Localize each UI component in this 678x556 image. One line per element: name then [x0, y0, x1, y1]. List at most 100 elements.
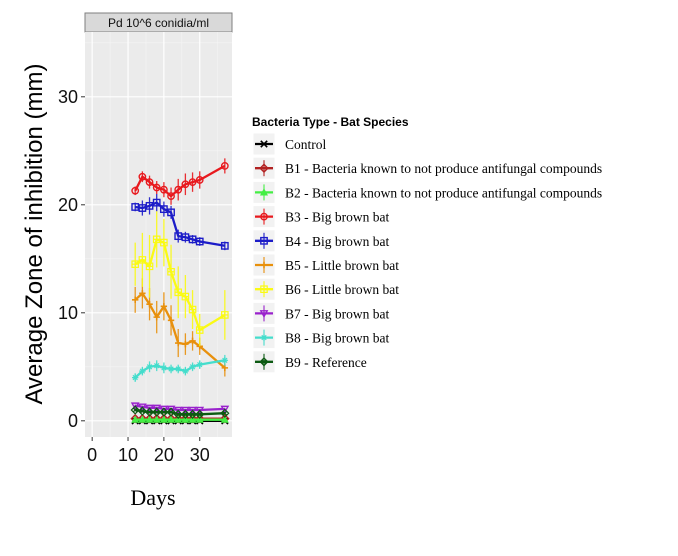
data-point [173, 409, 183, 419]
data-point [139, 367, 146, 375]
data-point [130, 402, 140, 411]
facet-strip: Pd 10^6 conidia/ml [84, 12, 233, 33]
x-tick-label: 10 [118, 445, 138, 465]
data-point [175, 339, 182, 347]
legend-item: B1 - Bacteria known to not produce antif… [252, 156, 602, 180]
data-point [187, 409, 198, 419]
legend-item: B6 - Little brown bat [252, 277, 399, 301]
data-point [221, 311, 229, 319]
data-point [145, 201, 154, 210]
data-point [159, 407, 169, 417]
data-point [152, 407, 162, 417]
data-point [167, 365, 175, 373]
data-point [220, 405, 230, 414]
data-point [188, 415, 197, 423]
series-line [135, 201, 225, 247]
data-point [181, 415, 190, 423]
data-point [138, 172, 147, 181]
data-point [260, 261, 268, 269]
data-point [196, 361, 203, 368]
data-point [182, 367, 189, 375]
data-point [260, 140, 268, 148]
data-point [160, 238, 168, 247]
data-point [221, 364, 229, 372]
data-point [188, 178, 197, 187]
data-point [166, 415, 176, 423]
series-b6 [131, 211, 229, 347]
data-point [144, 407, 155, 417]
data-point [131, 374, 139, 381]
data-point [152, 198, 161, 207]
data-point [220, 162, 229, 170]
data-point [145, 415, 154, 423]
data-point [259, 310, 269, 319]
data-point [160, 364, 168, 372]
data-point [153, 362, 160, 369]
legend-label: B9 - Reference [285, 355, 367, 370]
data-point [181, 233, 190, 242]
y-axis-label: Average Zone of inhibition (mm) [21, 63, 48, 404]
data-point [159, 415, 168, 423]
series-layer [130, 158, 230, 425]
legend-item: B8 - Big brown bat [252, 326, 389, 350]
legend-label: B5 - Little brown bat [285, 258, 399, 273]
data-point [188, 305, 197, 314]
legend-label: B8 - Big brown bat [285, 331, 389, 346]
data-point [221, 357, 229, 364]
x-tick-label: 30 [190, 445, 210, 465]
data-point [173, 406, 183, 415]
data-point [180, 409, 191, 419]
y-tick-label: 20 [58, 195, 78, 215]
legend-label: B3 - Big brown bat [285, 210, 389, 225]
data-point [174, 288, 183, 297]
data-point [152, 404, 162, 413]
data-point [131, 296, 139, 304]
data-point [166, 407, 176, 417]
axes: 0 10 20 30 0 10 20 30 [58, 87, 210, 465]
series-b4 [131, 194, 229, 251]
data-point [159, 185, 168, 194]
series-b9 [130, 405, 230, 419]
series-b8 [131, 354, 229, 382]
data-point [189, 363, 196, 370]
facet-strip-label: Pd 10^6 conidia/ml [108, 16, 209, 30]
data-point [167, 267, 175, 276]
data-point [160, 303, 168, 310]
data-point [152, 183, 161, 192]
data-point [188, 406, 197, 415]
y-tick-label: 10 [58, 303, 78, 323]
legend-item: Control [252, 132, 327, 156]
data-point [260, 212, 268, 221]
data-point [260, 334, 268, 341]
data-point [138, 256, 147, 264]
data-point [195, 415, 204, 423]
legend-label: B7 - Big brown bat [285, 306, 389, 321]
legend-label: B2 - Bacteria known to not produce antif… [285, 185, 602, 200]
data-point [145, 404, 154, 413]
data-point [131, 186, 140, 195]
data-point [137, 403, 147, 412]
x-tick-label: 0 [87, 445, 97, 465]
legend-label: B1 - Bacteria known to not produce antif… [285, 161, 602, 176]
data-point [195, 406, 205, 415]
series-b3 [131, 158, 229, 205]
data-point [260, 285, 268, 293]
data-point [220, 241, 229, 250]
data-point [174, 185, 183, 194]
series-b2 [131, 415, 229, 423]
data-point [167, 317, 175, 324]
data-point [188, 235, 197, 244]
data-point [146, 300, 153, 308]
y-tick-label: 30 [58, 87, 78, 107]
data-point [130, 405, 140, 415]
x-tick-label: 20 [154, 445, 174, 465]
series-b5 [131, 278, 229, 377]
data-point [131, 415, 140, 423]
data-point [259, 357, 269, 367]
legend-item: B5 - Little brown bat [252, 253, 399, 277]
data-point [139, 290, 146, 297]
data-point [181, 406, 190, 415]
legend-item: B4 - Big brown bat [252, 229, 389, 253]
data-point [174, 232, 183, 241]
